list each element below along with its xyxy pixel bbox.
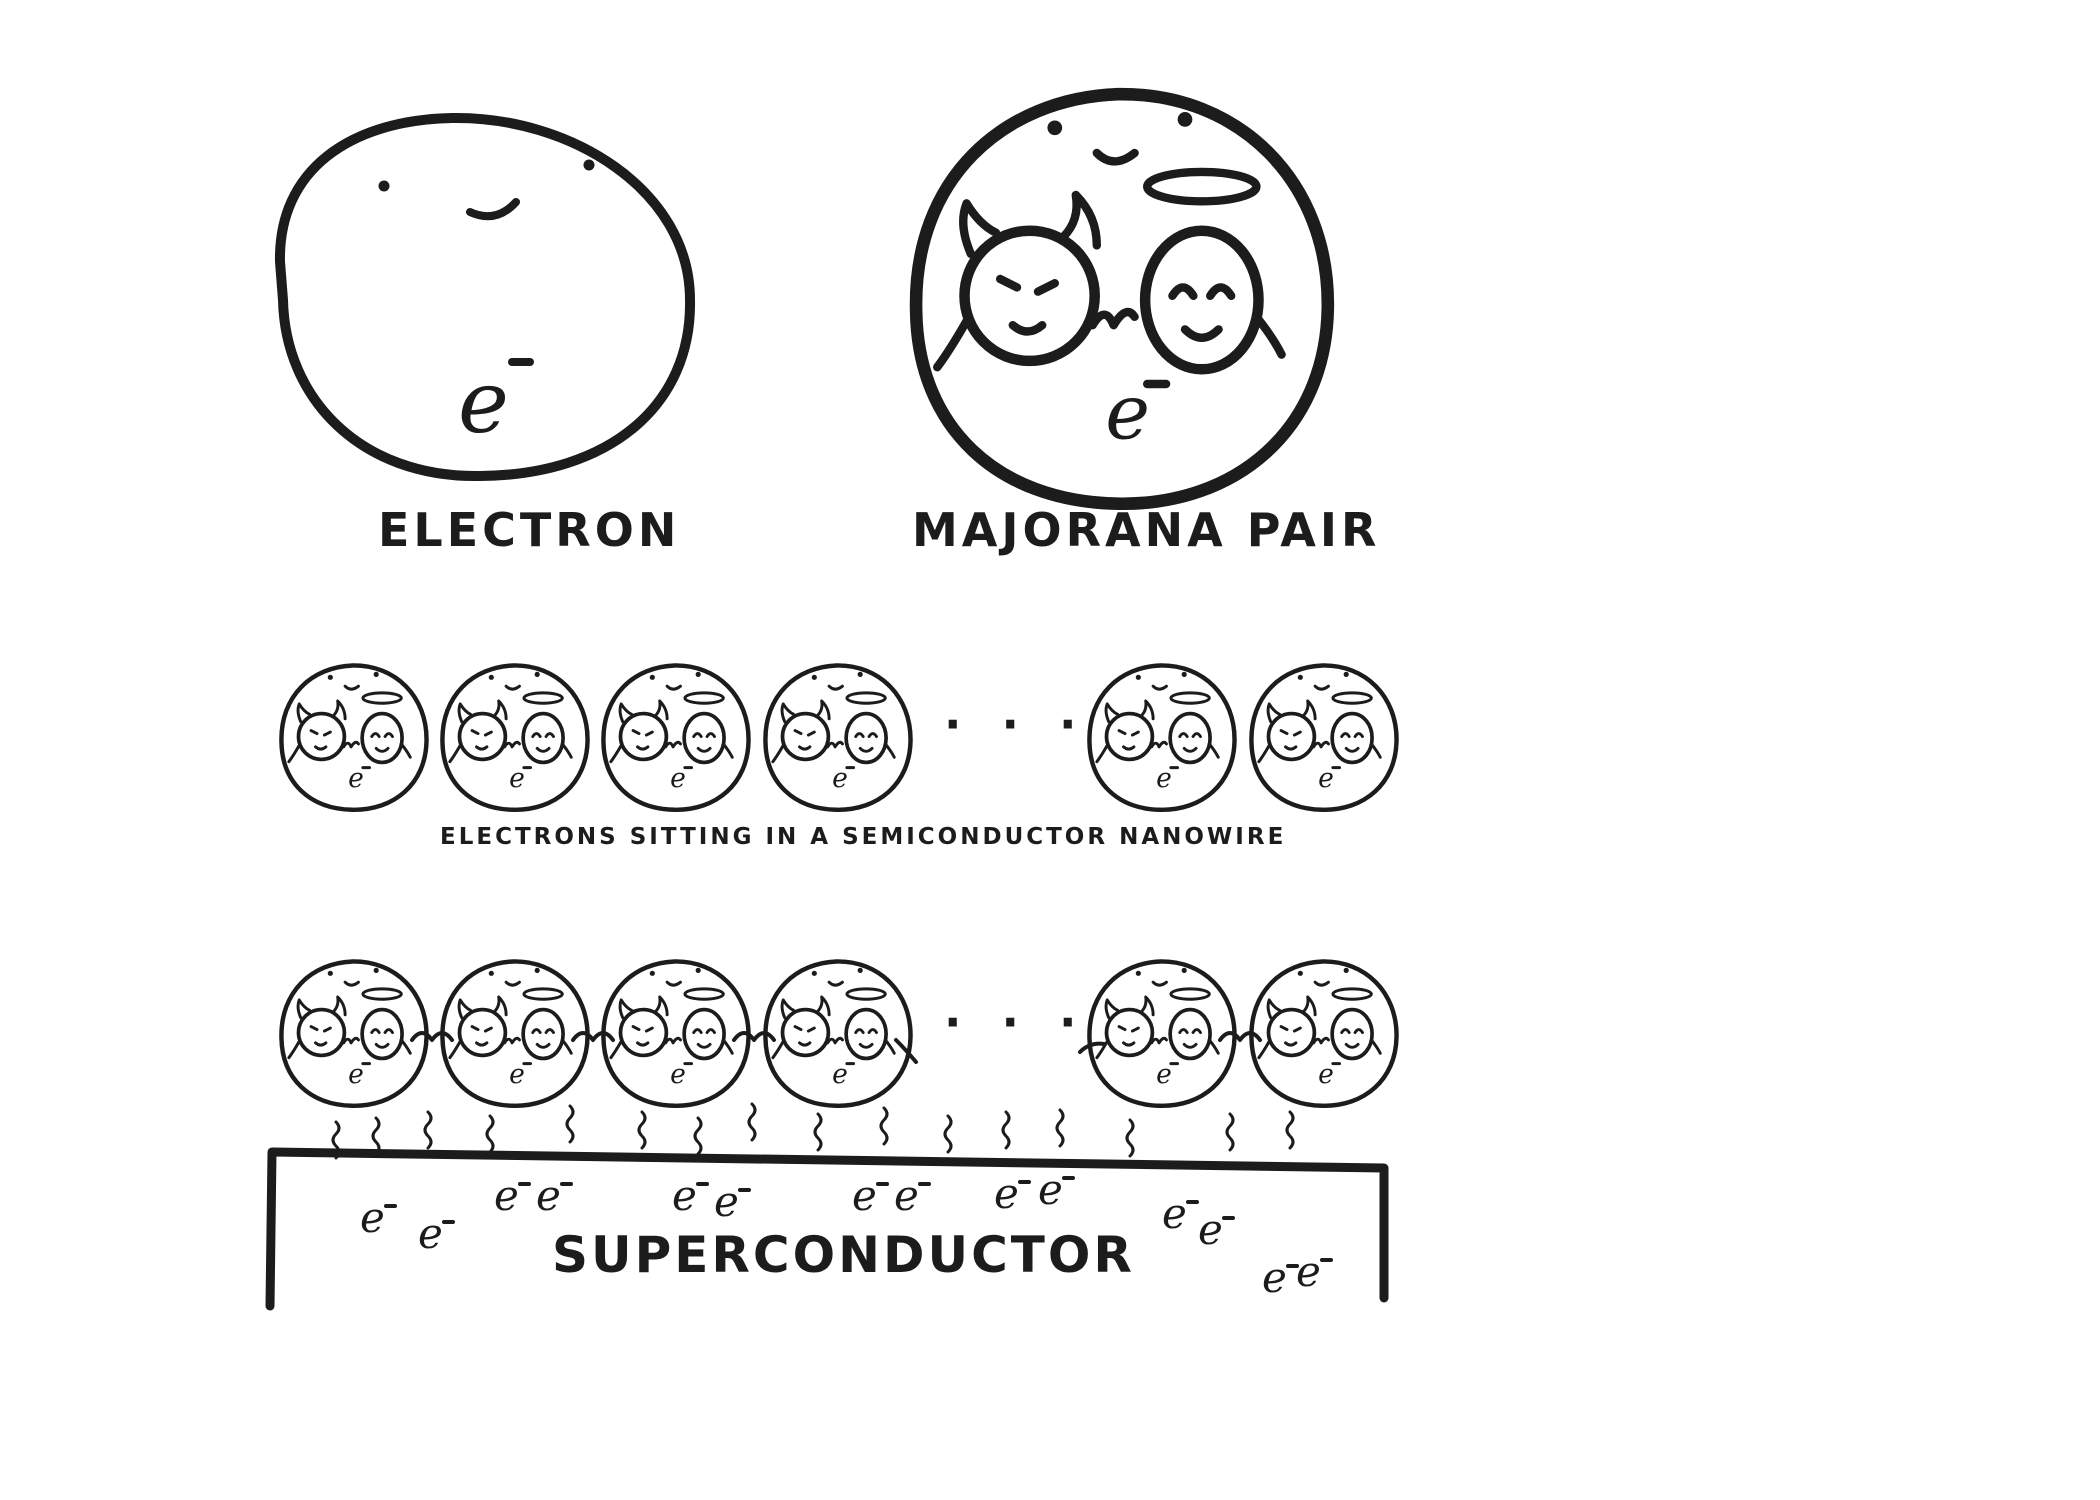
majorana-cell [1089, 961, 1234, 1105]
svg-text:e: e [1038, 1165, 1063, 1214]
electron-label: ELECTRON [378, 503, 680, 557]
majorana-cell [442, 665, 587, 809]
svg-text:e: e [494, 1171, 519, 1220]
svg-text:e: e [458, 353, 509, 453]
majorana-cell [765, 961, 910, 1105]
svg-text:e: e [1162, 1189, 1187, 1238]
majorana-cell [765, 665, 910, 809]
svg-text:e: e [672, 1171, 697, 1220]
svg-text:e: e [994, 1169, 1019, 1218]
svg-text:e: e [714, 1177, 739, 1226]
majorana-cell [1089, 665, 1234, 809]
svg-text:e: e [1296, 1247, 1321, 1296]
nanowire-row: · · · [281, 665, 1396, 809]
svg-text:e: e [852, 1171, 877, 1220]
majorana-cell [603, 961, 748, 1105]
cooper-electrons: e e e e e e e e e e e e e e [360, 1165, 1333, 1302]
superconductor-box [265, 1147, 1389, 1311]
ellipsis: · · · [944, 697, 1088, 751]
majorana-cell [281, 665, 426, 809]
electron-figure: e [274, 112, 696, 482]
majorana-cell [281, 961, 426, 1105]
majorana-cell [1251, 961, 1396, 1105]
majorana-cell [442, 961, 587, 1105]
coupling-squiggles [331, 1102, 1295, 1160]
svg-text:e: e [894, 1171, 919, 1220]
svg-text:e: e [1262, 1253, 1287, 1302]
majorana-cell [603, 665, 748, 809]
svg-text:e: e [418, 1209, 443, 1258]
ellipsis: · · · [944, 995, 1088, 1049]
majorana-pair-label: MAJORANA PAIR [912, 503, 1380, 557]
svg-text:e: e [536, 1171, 561, 1220]
nanowire-caption: ELECTRONS SITTING IN A SEMICONDUCTOR NAN… [440, 824, 1286, 850]
majorana-cell [1251, 665, 1396, 809]
superconductor-label: SUPERCONDUCTOR [552, 1226, 1135, 1284]
svg-text:e: e [1198, 1205, 1223, 1254]
majorana-pair-figure [916, 94, 1328, 504]
svg-text:e: e [360, 1193, 385, 1242]
coupled-row: · · · [281, 961, 1396, 1105]
